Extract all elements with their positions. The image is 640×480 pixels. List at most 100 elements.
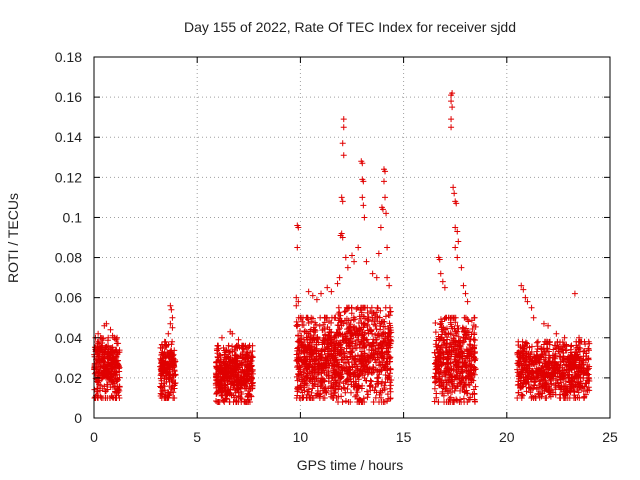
data-point [384, 349, 391, 356]
data-point [308, 339, 315, 346]
data-point [453, 200, 460, 207]
data-point [534, 384, 541, 391]
data-point [335, 310, 342, 317]
data-point [326, 353, 333, 360]
data-point [107, 354, 114, 361]
data-point [449, 325, 456, 332]
data-point [343, 364, 350, 371]
data-point [545, 322, 552, 329]
data-point [223, 392, 230, 399]
data-point [574, 394, 581, 401]
data-point [295, 314, 302, 321]
data-point [295, 371, 302, 378]
data-point [464, 298, 471, 305]
data-point [447, 394, 454, 401]
data-point [532, 378, 539, 385]
data-point [165, 361, 172, 368]
data-point [547, 354, 554, 361]
data-point [437, 270, 444, 277]
data-point [380, 338, 387, 345]
data-point [99, 385, 106, 392]
data-point [334, 382, 341, 389]
data-point [107, 384, 114, 391]
data-point [449, 104, 456, 111]
data-point [379, 330, 386, 337]
data-point [235, 389, 242, 396]
data-point [340, 365, 347, 372]
data-point [307, 328, 314, 335]
data-point [557, 376, 564, 383]
data-point [320, 394, 327, 401]
data-point [566, 371, 573, 378]
data-point [303, 334, 310, 341]
data-point [365, 330, 372, 337]
data-point [341, 359, 348, 366]
data-point [458, 398, 465, 405]
data-point [374, 354, 381, 361]
data-point [293, 294, 300, 301]
data-point [247, 392, 254, 399]
data-point [526, 365, 533, 372]
data-point [515, 389, 522, 396]
data-point [231, 355, 238, 362]
data-point [296, 347, 303, 354]
data-point [172, 379, 179, 386]
data-point [373, 309, 380, 316]
data-point [319, 376, 326, 383]
data-point [387, 322, 394, 329]
data-point [360, 313, 367, 320]
data-point [165, 330, 172, 337]
data-point [442, 377, 449, 384]
data-point [304, 391, 311, 398]
data-point [161, 394, 168, 401]
data-point [220, 397, 227, 404]
data-point [347, 325, 354, 332]
x-axis-label: GPS time / hours [297, 457, 404, 473]
data-point [342, 333, 349, 340]
data-point [238, 396, 245, 403]
data-point [443, 340, 450, 347]
data-point [327, 329, 334, 336]
data-point [293, 322, 300, 329]
data-point [238, 352, 245, 359]
data-point [444, 388, 451, 395]
data-point [222, 387, 229, 394]
data-point [527, 375, 534, 382]
data-point [332, 333, 339, 340]
data-point [515, 349, 522, 356]
data-point [436, 381, 443, 388]
data-point [231, 358, 238, 365]
data-point [324, 324, 331, 331]
data-point [372, 322, 379, 329]
data-point [309, 372, 316, 379]
data-point [373, 274, 380, 281]
data-point [463, 381, 470, 388]
data-point [521, 352, 528, 359]
data-point [161, 375, 168, 382]
data-point [374, 304, 381, 311]
data-point [344, 305, 351, 312]
data-point [299, 389, 306, 396]
data-point [584, 371, 591, 378]
data-point [382, 194, 389, 201]
data-point [168, 306, 175, 313]
data-point [530, 314, 537, 321]
data-point [439, 354, 446, 361]
data-point [100, 358, 107, 365]
data-point [167, 371, 174, 378]
data-point [544, 338, 551, 345]
data-point [336, 331, 343, 338]
data-point [364, 371, 371, 378]
data-point [235, 398, 242, 405]
data-point [528, 394, 535, 401]
data-point [321, 348, 328, 355]
data-point [315, 378, 322, 385]
data-point [330, 367, 337, 374]
data-point [572, 356, 579, 363]
data-point [542, 394, 549, 401]
data-point [307, 336, 314, 343]
data-point [372, 383, 379, 390]
data-point [167, 320, 174, 327]
data-point [364, 309, 371, 316]
data-point [384, 391, 391, 398]
